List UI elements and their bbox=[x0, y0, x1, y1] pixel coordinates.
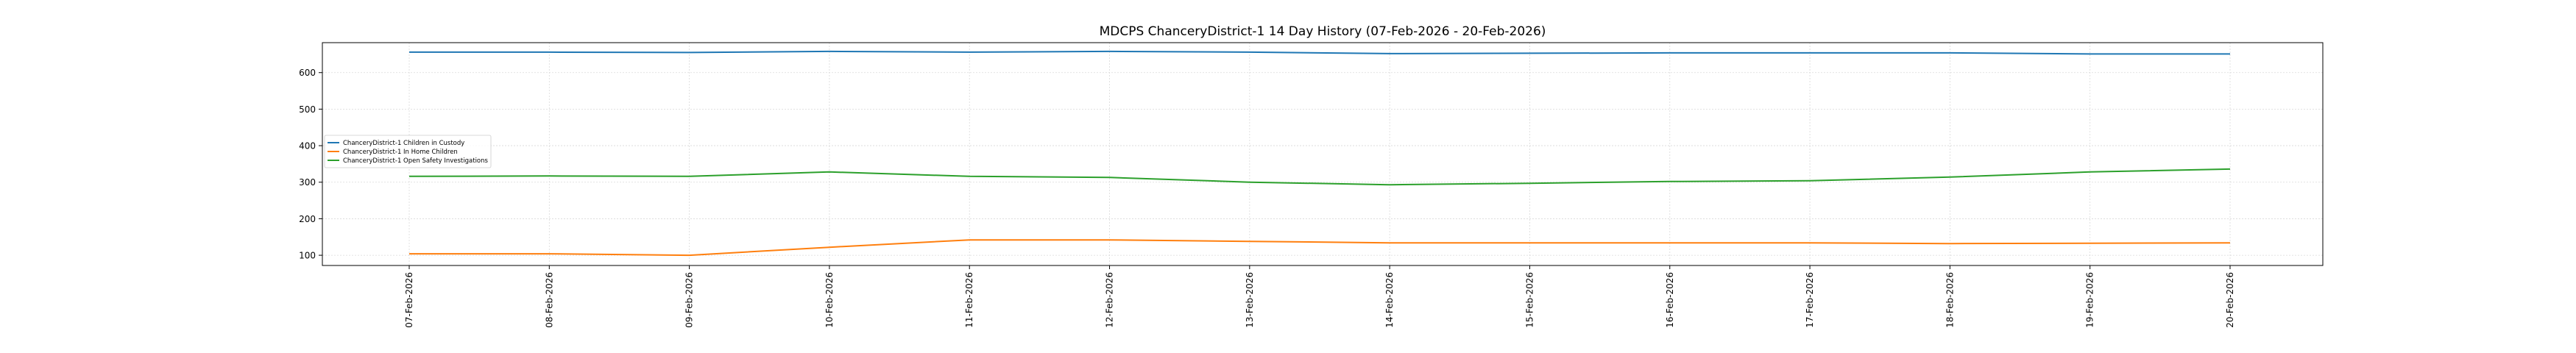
x-tick-label: 20-Feb-2026 bbox=[2225, 272, 2235, 328]
plot-area-frame bbox=[322, 42, 2324, 266]
legend-box bbox=[324, 135, 492, 168]
series-lines bbox=[408, 50, 2231, 257]
x-tick-label: 15-Feb-2026 bbox=[1524, 272, 1535, 328]
legend-label: ChanceryDistrict-1 Children in Custody bbox=[343, 140, 464, 147]
x-tick-label: 16-Feb-2026 bbox=[1665, 272, 1675, 328]
x-tick-label: 19-Feb-2026 bbox=[2085, 272, 2095, 328]
y-tick-label: 200 bbox=[299, 214, 316, 224]
x-tick-label: 08-Feb-2026 bbox=[544, 272, 554, 328]
series-line-3 bbox=[408, 168, 2231, 186]
series-line-1 bbox=[409, 50, 2230, 55]
x-tick-label: 09-Feb-2026 bbox=[684, 272, 695, 328]
x-tick-label: 12-Feb-2026 bbox=[1105, 272, 1115, 328]
y-tick-label: 100 bbox=[299, 251, 316, 261]
grid-lines bbox=[322, 43, 2323, 265]
legend-label: ChanceryDistrict-1 In Home Children bbox=[343, 149, 458, 156]
x-tick-label: 18-Feb-2026 bbox=[1945, 272, 1955, 328]
chart-title: MDCPS ChanceryDistrict-1 14 Day History … bbox=[1100, 24, 1546, 39]
y-tick-label: 600 bbox=[299, 68, 316, 78]
legend-label: ChanceryDistrict-1 Open Safety Investiga… bbox=[343, 157, 489, 165]
x-tick-label: 10-Feb-2026 bbox=[824, 272, 835, 328]
x-tick-label: 13-Feb-2026 bbox=[1245, 272, 1255, 328]
y-tick-label: 300 bbox=[299, 177, 316, 188]
x-tick-label: 14-Feb-2026 bbox=[1384, 272, 1395, 328]
x-tick-label: 07-Feb-2026 bbox=[404, 272, 414, 328]
y-axis: 100 200 300 400 500 600 bbox=[299, 68, 322, 261]
x-tick-label: 17-Feb-2026 bbox=[1805, 272, 1815, 328]
x-tick-label: 11-Feb-2026 bbox=[964, 272, 974, 328]
x-axis: 07-Feb-2026 08-Feb-2026 09-Feb-2026 10-Feb-… bbox=[404, 265, 2235, 328]
series-line-2 bbox=[409, 239, 2231, 257]
y-tick-label: 400 bbox=[299, 141, 316, 151]
y-tick-label: 500 bbox=[299, 104, 316, 115]
legend: ChanceryDistrict-1 Children in Custody Ch… bbox=[324, 135, 492, 168]
